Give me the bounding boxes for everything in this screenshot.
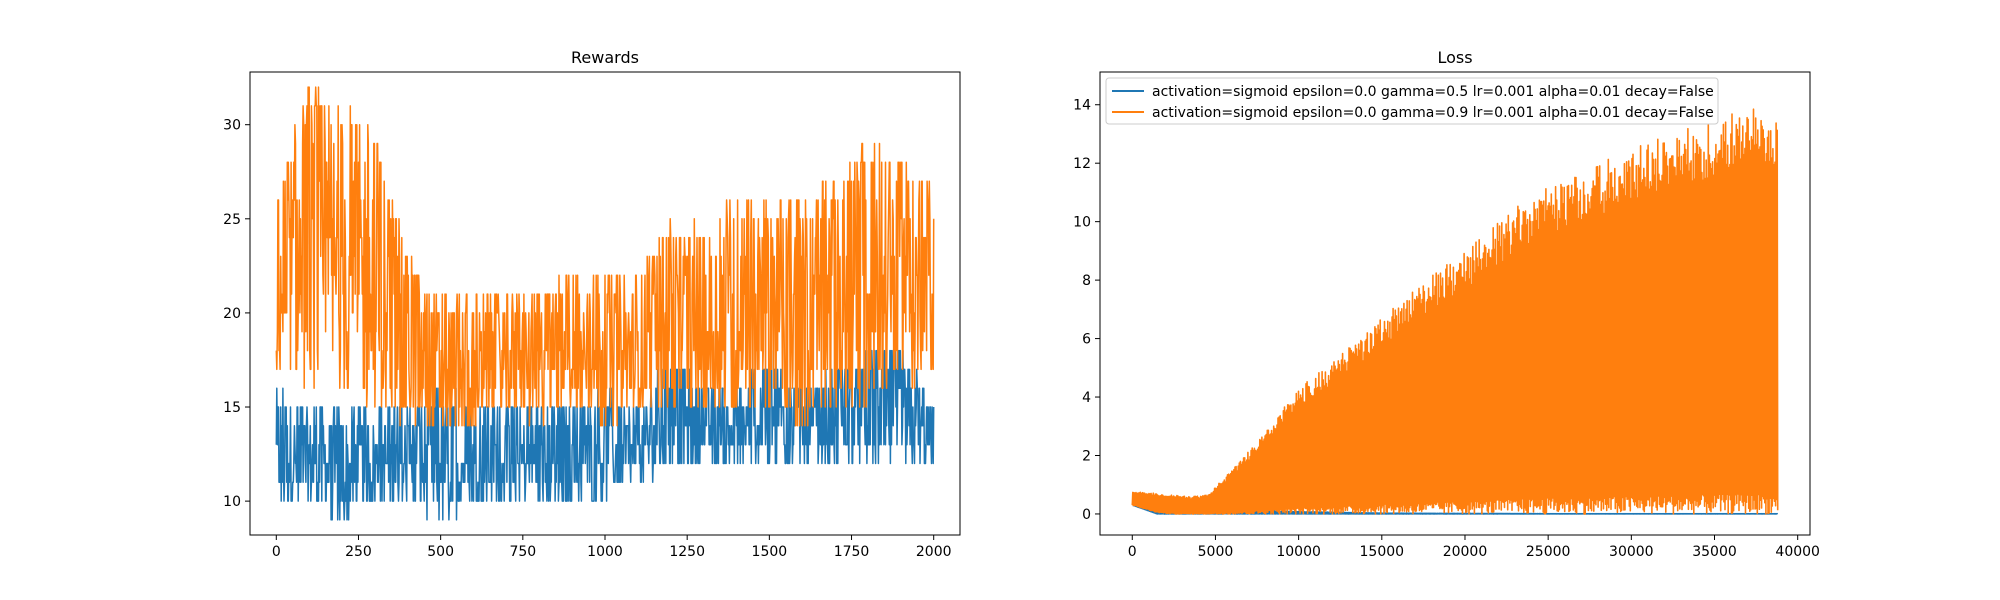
y-tick-label: 10 bbox=[1073, 215, 1091, 231]
y-tick-label: 30 bbox=[223, 118, 241, 134]
loss-title: Loss bbox=[1437, 48, 1472, 67]
y-tick-label: 8 bbox=[1082, 273, 1091, 289]
rewards-plot-area bbox=[275, 86, 935, 521]
y-tick-label: 15 bbox=[223, 400, 241, 416]
x-tick-label: 20000 bbox=[1443, 544, 1488, 560]
rewards-series-2-line bbox=[275, 86, 935, 427]
x-tick-label: 0 bbox=[272, 544, 281, 560]
loss-series-1-line bbox=[1131, 501, 1779, 515]
loss-plot-area bbox=[1131, 108, 1779, 515]
y-tick-label: 4 bbox=[1082, 390, 1091, 406]
loss-axes-frame bbox=[1099, 71, 1811, 536]
x-tick-label: 1500 bbox=[752, 544, 788, 560]
x-tick-label: 40000 bbox=[1775, 544, 1820, 560]
y-tick-label: 2 bbox=[1082, 448, 1091, 464]
x-tick-label: 2000 bbox=[916, 544, 952, 560]
rewards-chart: Rewards 0 250 500 750 1000 1250 1500 1750 2000 1… bbox=[223, 48, 961, 560]
y-tick-label: 6 bbox=[1082, 332, 1091, 348]
y-tick-label: 0 bbox=[1082, 507, 1091, 523]
loss-x-axis: 0 5000 10000 15000 20000 25000 30000 35000 40000 bbox=[1128, 535, 1820, 560]
y-tick-label: 12 bbox=[1073, 156, 1091, 172]
rewards-y-axis: 10 15 20 25 30 bbox=[223, 118, 250, 510]
loss-series-2-line bbox=[1131, 108, 1779, 515]
y-tick-label: 10 bbox=[223, 494, 241, 510]
x-tick-label: 0 bbox=[1128, 544, 1137, 560]
legend-label-series-1: activation=sigmoid epsilon=0.0 gamma=0.5… bbox=[1152, 84, 1714, 100]
loss-chart: Loss 0 5000 10000 15000 20000 25000 30000 35000… bbox=[1073, 48, 1820, 560]
x-tick-label: 250 bbox=[345, 544, 372, 560]
x-tick-label: 10000 bbox=[1276, 544, 1321, 560]
x-tick-label: 15000 bbox=[1360, 544, 1405, 560]
x-tick-label: 1750 bbox=[834, 544, 870, 560]
x-tick-label: 750 bbox=[509, 544, 536, 560]
x-tick-label: 1000 bbox=[587, 544, 623, 560]
x-tick-label: 1250 bbox=[669, 544, 705, 560]
x-tick-label: 30000 bbox=[1609, 544, 1654, 560]
x-tick-label: 500 bbox=[427, 544, 454, 560]
loss-legend: activation=sigmoid epsilon=0.0 gamma=0.5… bbox=[1105, 77, 1719, 125]
y-tick-label: 14 bbox=[1073, 98, 1091, 114]
x-tick-label: 35000 bbox=[1692, 544, 1737, 560]
legend-frame bbox=[1105, 77, 1719, 125]
loss-y-axis: 0 2 4 6 8 10 12 14 bbox=[1073, 98, 1100, 523]
y-tick-label: 20 bbox=[223, 306, 241, 322]
x-tick-label: 25000 bbox=[1526, 544, 1571, 560]
y-tick-label: 25 bbox=[223, 212, 241, 228]
x-tick-label: 5000 bbox=[1198, 544, 1234, 560]
rewards-x-axis: 0 250 500 750 1000 1250 1500 1750 2000 bbox=[272, 535, 952, 560]
legend-label-series-2: activation=sigmoid epsilon=0.0 gamma=0.9… bbox=[1152, 105, 1714, 121]
rewards-title: Rewards bbox=[571, 48, 639, 67]
